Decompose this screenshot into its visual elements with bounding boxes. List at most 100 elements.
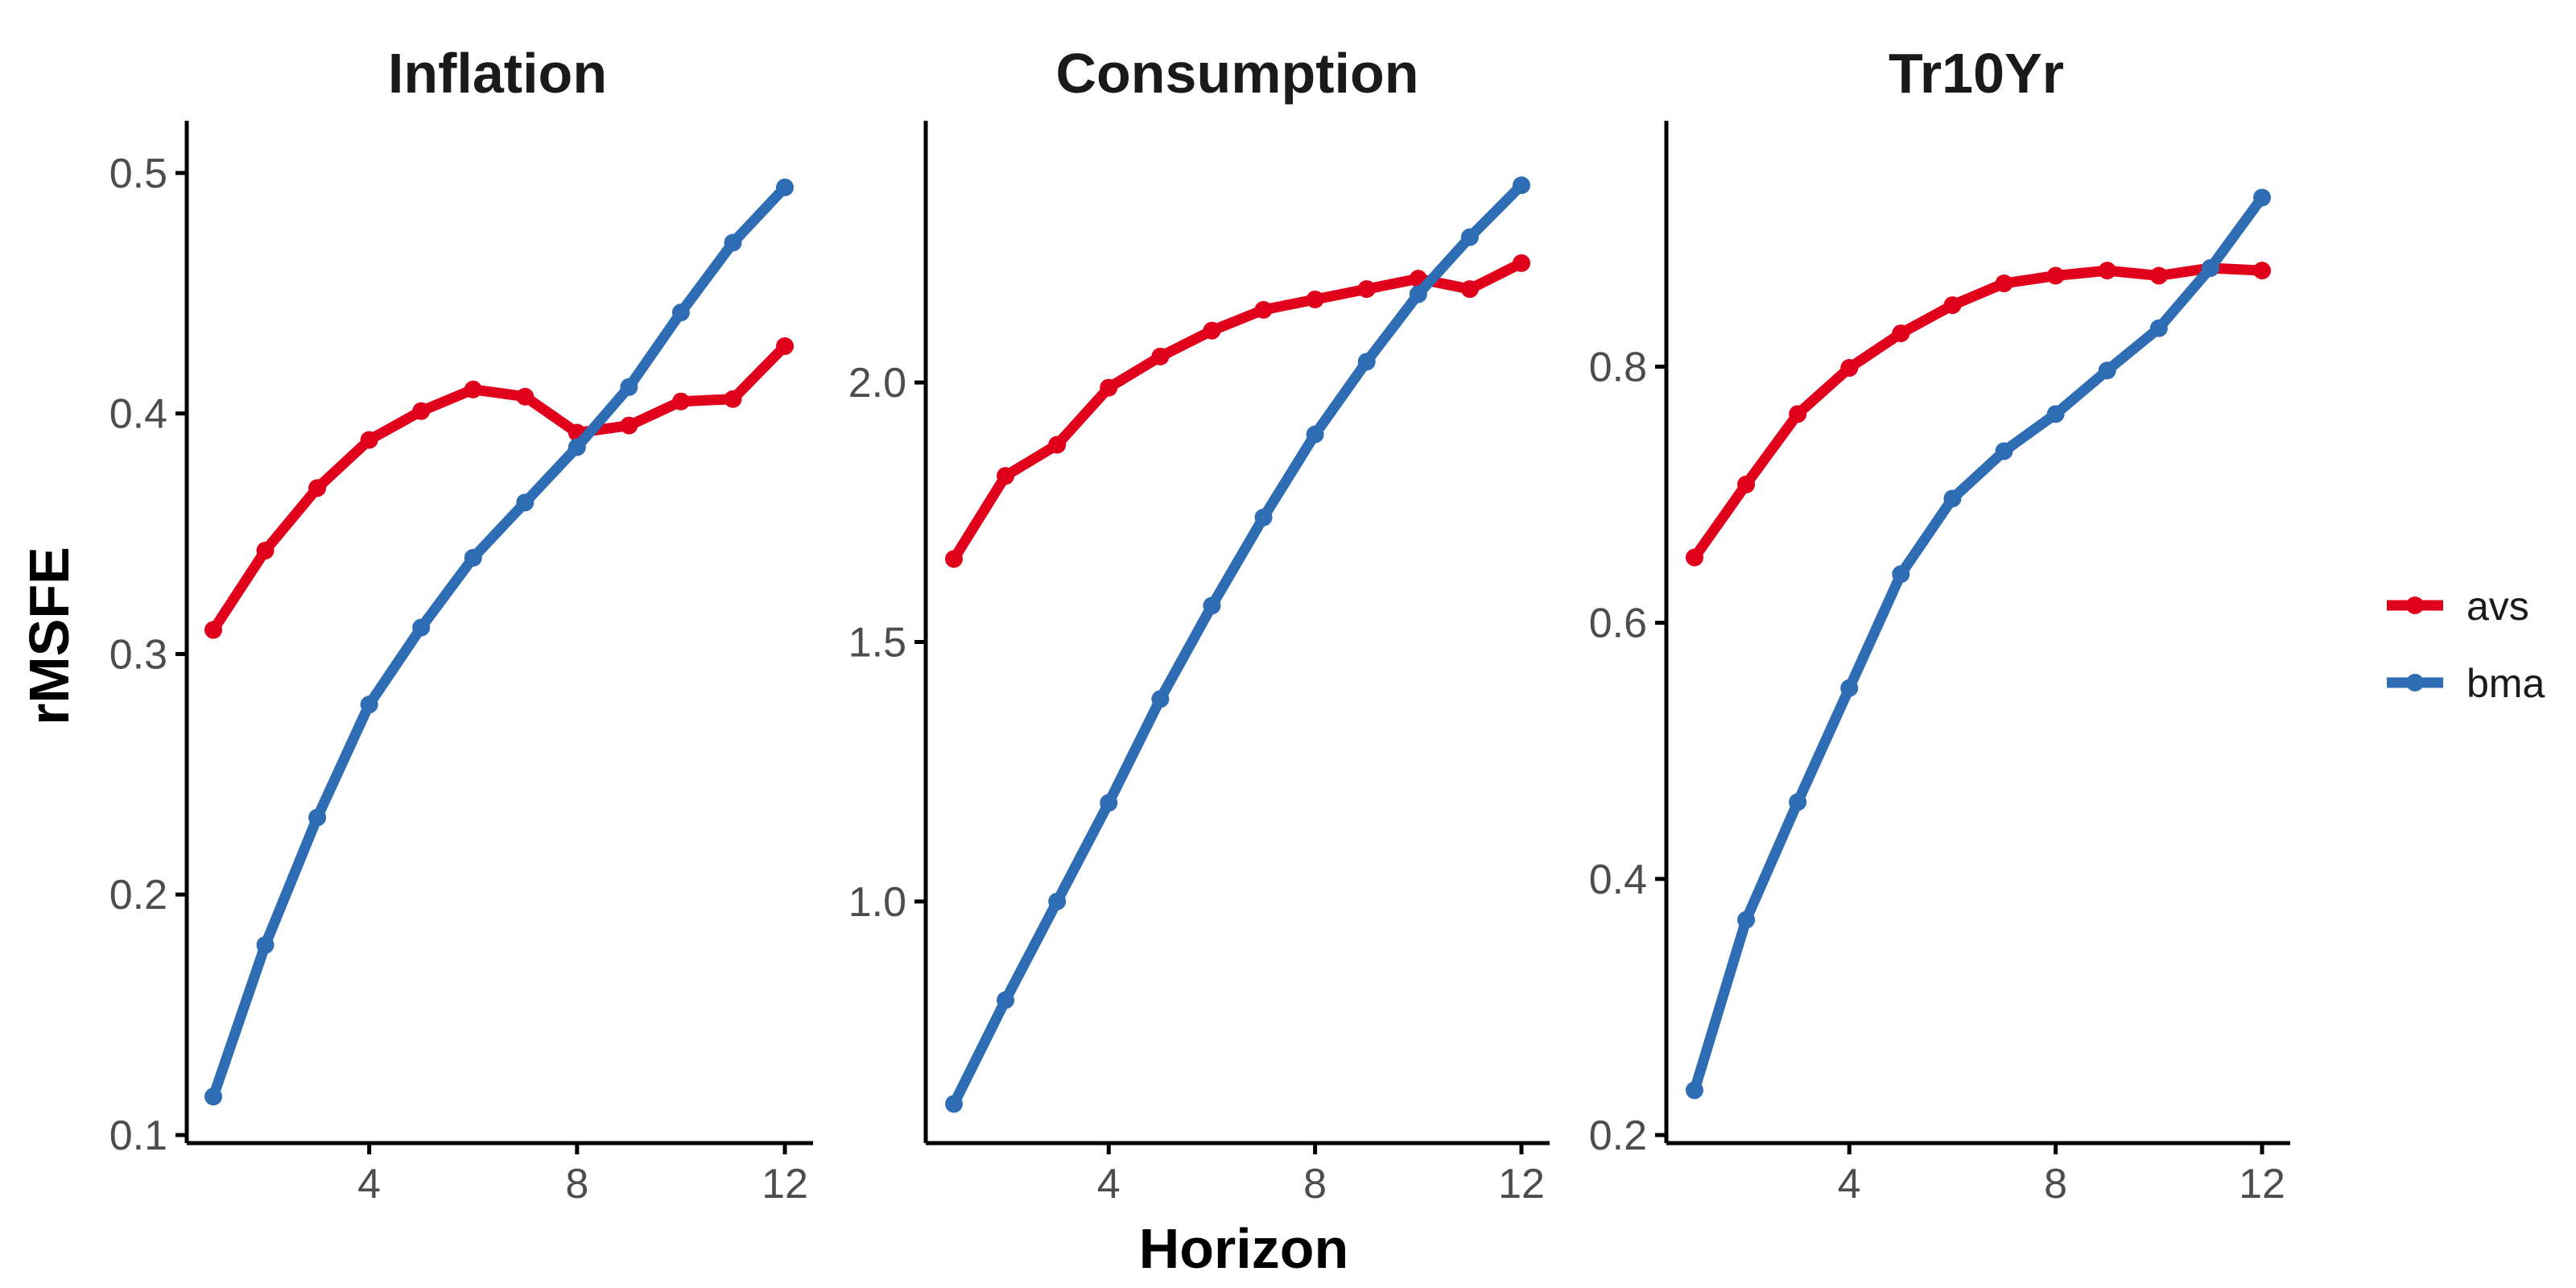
legend-key-avs-point <box>2406 597 2424 614</box>
data-point-avs <box>412 402 431 420</box>
x-tick-label: 8 <box>2044 1161 2067 1208</box>
data-point-bma <box>360 696 378 714</box>
data-point-bma <box>2149 319 2168 337</box>
x-axis-title: Horizon <box>1139 1217 1349 1280</box>
data-point-avs <box>1840 359 1859 378</box>
series-line-bma <box>948 180 1527 1109</box>
data-point-avs <box>1151 347 1170 365</box>
data-point-avs <box>620 416 638 435</box>
data-point-avs <box>2046 266 2065 285</box>
data-point-avs <box>671 392 690 411</box>
data-point-bma <box>1840 679 1859 697</box>
data-point-avs <box>1995 275 2013 293</box>
data-point-bma <box>776 178 794 196</box>
data-point-avs <box>204 621 222 639</box>
data-point-bma <box>412 618 431 637</box>
y-tick-label: 0.8 <box>1589 344 1647 390</box>
data-point-bma <box>204 1088 222 1106</box>
legend-key-bma-point <box>2406 674 2424 691</box>
y-tick-label: 2.0 <box>848 360 906 407</box>
y-tick-label: 0.6 <box>1589 601 1647 647</box>
y-tick-label: 0.2 <box>1589 1113 1647 1159</box>
data-point-bma <box>568 438 586 456</box>
data-point-bma <box>945 1095 963 1113</box>
y-tick-label: 1.0 <box>848 879 906 926</box>
data-point-avs <box>1789 405 1807 423</box>
data-point-bma <box>464 548 482 567</box>
data-point-avs <box>256 541 275 559</box>
x-tick-label: 8 <box>1303 1161 1327 1208</box>
x-tick-label: 4 <box>357 1161 381 1208</box>
data-point-avs <box>1048 436 1067 454</box>
data-point-avs <box>1306 290 1324 308</box>
data-point-avs <box>2098 262 2116 280</box>
data-point-avs <box>1513 254 1530 272</box>
data-point-avs <box>2149 266 2168 285</box>
data-point-avs <box>1943 296 1962 315</box>
data-point-bma <box>2201 258 2219 277</box>
data-point-avs <box>1357 280 1376 299</box>
data-point-bma <box>1357 353 1376 371</box>
panels-layer: Inflation 0.1 0.2 0.3 0.4 0.5 4 8 12 Consumption 1… <box>109 42 2290 1208</box>
y-tick-label: 0.4 <box>109 391 167 438</box>
series-line-bma <box>1689 192 2268 1096</box>
data-point-avs <box>1892 324 1910 343</box>
data-point-avs <box>945 550 963 568</box>
data-point-bma <box>724 233 742 252</box>
y-tick-label: 1.5 <box>848 620 906 667</box>
y-tick-label: 0.4 <box>1589 857 1647 903</box>
data-point-avs <box>308 479 327 497</box>
legend-label-bma: bma <box>2467 661 2545 706</box>
data-point-bma <box>1203 597 1221 615</box>
x-tick-label: 8 <box>565 1161 588 1208</box>
data-point-bma <box>1943 489 1962 508</box>
data-point-bma <box>1737 910 1756 929</box>
data-point-bma <box>1048 892 1067 910</box>
data-point-avs <box>1460 280 1479 299</box>
x-tick-label: 4 <box>1097 1161 1121 1208</box>
legend-label-avs: avs <box>2467 584 2529 629</box>
data-point-avs <box>997 467 1015 485</box>
data-point-bma <box>2046 405 2065 423</box>
data-point-bma <box>1789 793 1807 811</box>
data-point-avs <box>360 431 378 449</box>
x-tick-label: 12 <box>1498 1161 1545 1208</box>
data-point-bma <box>1686 1081 1703 1100</box>
y-tick-label: 0.2 <box>109 872 167 919</box>
y-tick-label: 0.3 <box>109 631 167 678</box>
panel-title: Inflation <box>388 42 607 105</box>
y-tick-label: 0.5 <box>109 151 167 197</box>
data-point-avs <box>1686 548 1703 567</box>
data-point-bma <box>2098 361 2116 380</box>
data-point-avs <box>1737 475 1756 493</box>
panel-1: Inflation 0.1 0.2 0.3 0.4 0.5 4 8 12 <box>109 42 813 1208</box>
data-point-bma <box>1409 285 1427 303</box>
data-point-bma <box>1254 508 1273 526</box>
legend-item-avs: avs <box>2387 584 2529 629</box>
y-axis-title: rMSFE <box>18 547 80 725</box>
data-point-avs <box>2253 262 2271 280</box>
data-point-bma <box>256 935 275 954</box>
x-tick-label: 4 <box>1838 1161 1861 1208</box>
data-point-bma <box>2253 188 2271 207</box>
legend: avs bma <box>2387 584 2545 706</box>
data-point-bma <box>1892 565 1910 584</box>
panel-title: Consumption <box>1055 42 1418 105</box>
data-point-avs <box>464 380 482 398</box>
x-tick-label: 12 <box>2239 1161 2285 1208</box>
series-line-bma <box>208 182 791 1102</box>
data-point-avs <box>516 387 535 406</box>
data-point-bma <box>1151 690 1170 708</box>
data-point-bma <box>308 808 327 827</box>
data-point-avs <box>1203 321 1221 340</box>
panel-3: Tr10Yr 0.2 0.4 0.6 0.8 4 8 12 <box>1589 42 2290 1208</box>
data-point-avs <box>1254 300 1273 319</box>
data-point-bma <box>516 493 535 512</box>
data-point-bma <box>1460 228 1479 246</box>
data-point-bma <box>1513 176 1530 195</box>
data-point-bma <box>671 303 690 322</box>
series-line-avs <box>208 341 791 636</box>
data-point-bma <box>997 991 1015 1009</box>
y-tick-label: 0.1 <box>109 1113 167 1159</box>
